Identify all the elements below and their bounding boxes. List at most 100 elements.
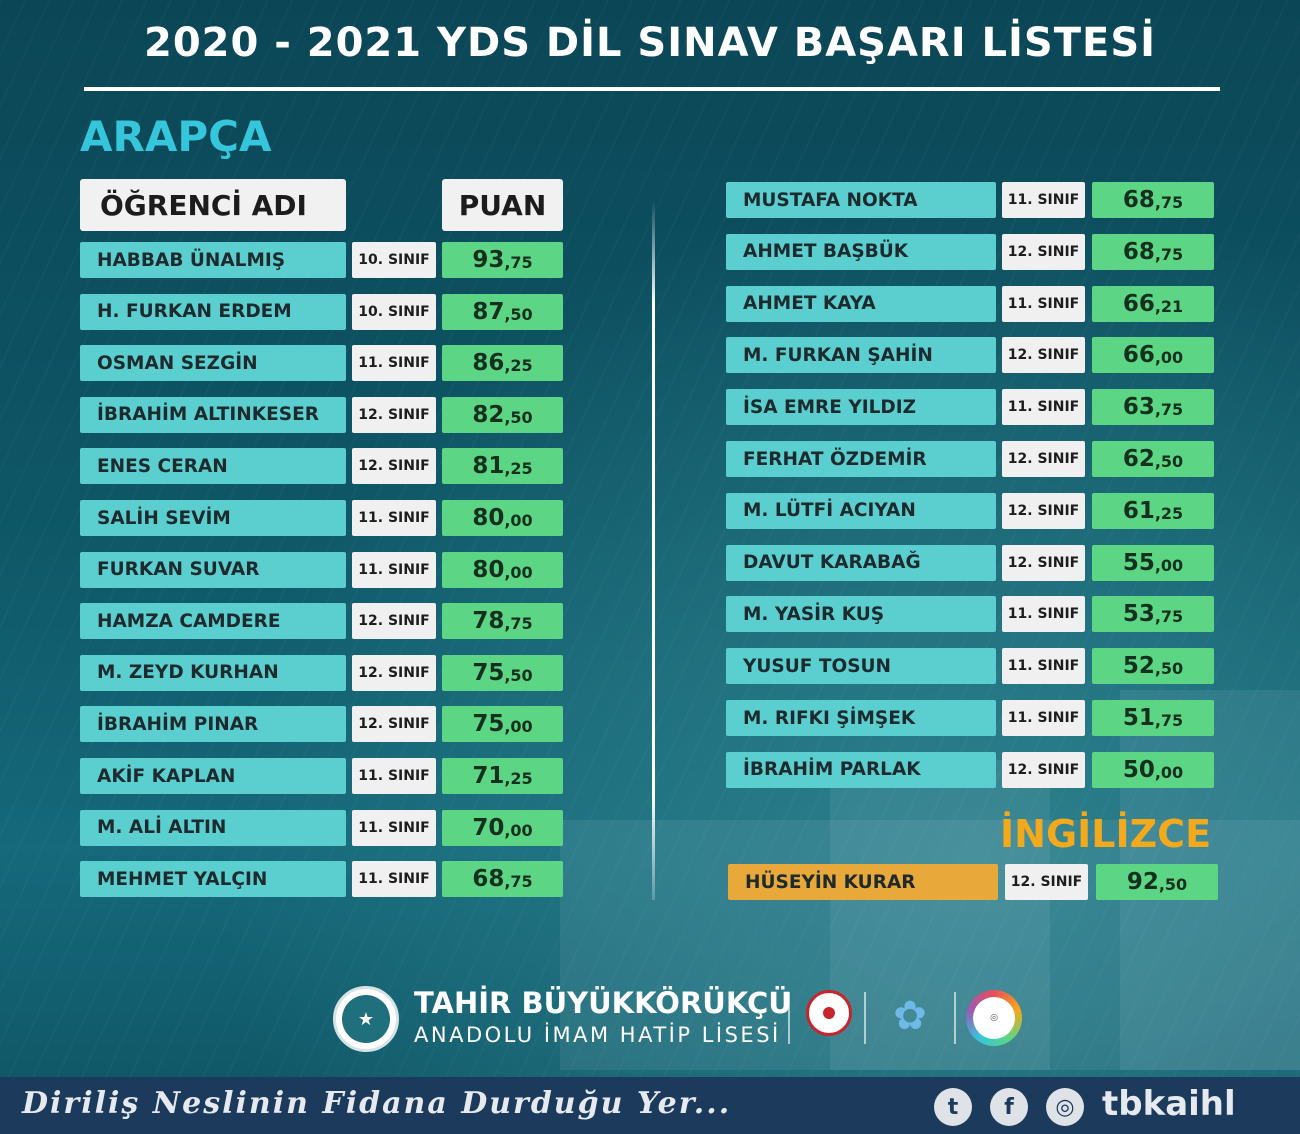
score-cell: 55,00 [1092,544,1214,581]
score-integer: 55 [1122,549,1155,576]
student-name: İBRAHİM PINAR [80,706,346,743]
score-decimal: ,00 [504,820,533,840]
column-divider [652,200,655,900]
class-badge: 12. SINIF [1002,751,1085,788]
class-badge: 12. SINIF [352,706,436,743]
student-name: İBRAHİM ALTINKESER [80,396,346,433]
class-badge: 12. SINIF [1002,441,1085,477]
score-decimal: ,25 [504,769,533,788]
score-decimal: ,75 [1154,400,1184,420]
class-badge: 11. SINIF [1002,596,1085,633]
class-badge: 12. SINIF [352,654,436,691]
score-integer: 68 [1122,187,1155,213]
facebook-icon[interactable]: f [990,1088,1028,1126]
score-integer: 62 [1122,446,1155,472]
score-cell: 86,25 [442,345,563,382]
konya-mem-logo-icon: ✿ [893,993,927,1039]
score-cell: 68,75 [1092,182,1214,218]
score-integer: 53 [1122,601,1155,628]
score-cell: 93,75 [442,242,563,278]
result-row: OSMAN SEZGİN 11. SINIF 86,25 [80,345,563,382]
class-badge: 12. SINIF [1002,544,1085,581]
section-heading-arabic: ARAPÇA [80,112,272,161]
score-cell: 71,25 [442,758,563,794]
hedef-logo-icon: ◎ [966,990,1022,1046]
class-badge: 11. SINIF [352,861,436,898]
score-decimal: ,25 [504,356,533,376]
class-badge: 11. SINIF [352,500,436,536]
building-silhouette [560,820,1300,1070]
score-decimal: ,75 [1154,244,1184,264]
instagram-icon[interactable]: ◎ [1046,1088,1084,1126]
student-name: HAMZA CAMDERE [80,603,346,640]
student-name: SALİH SEVİM [80,500,346,536]
score-integer: 68 [472,866,505,893]
class-badge: 12. SINIF [1002,337,1085,374]
student-name: İSA EMRE YILDIZ [726,389,996,426]
score-decimal: ,00 [504,511,533,530]
student-name: AKİF KAPLAN [80,758,346,794]
score-integer: 87 [472,298,505,325]
score-decimal: ,50 [1158,875,1188,894]
student-name: MEHMET YALÇIN [80,861,346,898]
result-row: SALİH SEVİM 11. SINIF 80,00 [80,500,563,536]
student-name: M. RIFKI ŞİMŞEK [726,700,996,736]
student-name: FERHAT ÖZDEMİR [726,441,996,477]
score-integer: 93 [472,247,505,273]
class-badge: 10. SINIF [352,242,436,278]
score-decimal: ,50 [504,304,533,324]
score-decimal: ,75 [1154,711,1184,730]
student-name: HÜSEYİN KURAR [728,864,998,900]
student-name: AHMET BAŞBÜK [726,233,996,270]
result-row: M. YASİR KUŞ 11. SINIF 53,75 [726,596,1214,633]
footer-slogan: Diriliş Neslinin Fidana Durduğu Yer... [22,1086,732,1121]
class-badge: 11. SINIF [352,551,436,588]
score-cell: 80,00 [442,500,563,536]
score-integer: 80 [472,556,505,583]
score-cell: 66,21 [1092,285,1214,322]
section-heading-english: İNGİLİZCE [1000,812,1212,856]
score-decimal: ,75 [1154,193,1184,212]
score-integer: 63 [1122,394,1155,421]
score-integer: 68 [1122,238,1155,265]
class-badge: 12. SINIF [1005,864,1088,900]
class-badge: 12. SINIF [352,448,436,485]
class-badge: 11. SINIF [1002,285,1085,322]
student-name: M. YASİR KUŞ [726,596,996,633]
school-emblem-icon: ★ [333,986,399,1052]
student-name: OSMAN SEZGİN [80,345,346,382]
score-decimal: ,75 [504,614,533,634]
result-row: FURKAN SUVAR 11. SINIF 80,00 [80,551,563,588]
twitter-icon[interactable]: t [934,1088,972,1126]
result-row: M. LÜTFİ ACIYAN 12. SINIF 61,25 [726,492,1214,529]
page-title: 2020 - 2021 YDS DİL SINAV BAŞARI LİSTESİ [143,20,1157,66]
result-row: AKİF KAPLAN 11. SINIF 71,25 [80,758,563,794]
score-integer: 80 [472,505,505,531]
class-badge: 11. SINIF [1002,389,1085,426]
social-handle[interactable]: tbkaihl [1102,1084,1236,1124]
score-decimal: ,50 [504,665,533,685]
score-cell: 50,00 [1092,751,1214,788]
score-decimal: ,75 [504,872,533,892]
result-row: MUSTAFA NOKTA 11. SINIF 68,75 [726,182,1214,218]
logo-separator [864,992,866,1044]
result-row: İBRAHİM ALTINKESER 12. SINIF 82,50 [80,396,563,433]
score-integer: 75 [472,711,505,738]
score-decimal: ,00 [504,562,533,582]
class-badge: 11. SINIF [1002,700,1085,736]
result-row: M. ALİ ALTIN 11. SINIF 70,00 [80,809,563,846]
score-cell: 70,00 [442,809,563,846]
class-badge: 11. SINIF [1002,182,1085,218]
score-decimal: ,50 [1154,659,1184,679]
score-decimal: ,75 [504,253,533,272]
score-cell: 75,00 [442,706,563,743]
student-name: AHMET KAYA [726,285,996,322]
score-cell: 62,50 [1092,441,1214,477]
score-cell: 80,00 [442,551,563,588]
student-name: FURKAN SUVAR [80,551,346,588]
score-integer: 82 [472,401,505,428]
score-decimal: ,50 [1154,452,1184,471]
score-cell: 75,50 [442,654,563,691]
student-name: HABBAB ÜNALMIŞ [80,242,346,278]
